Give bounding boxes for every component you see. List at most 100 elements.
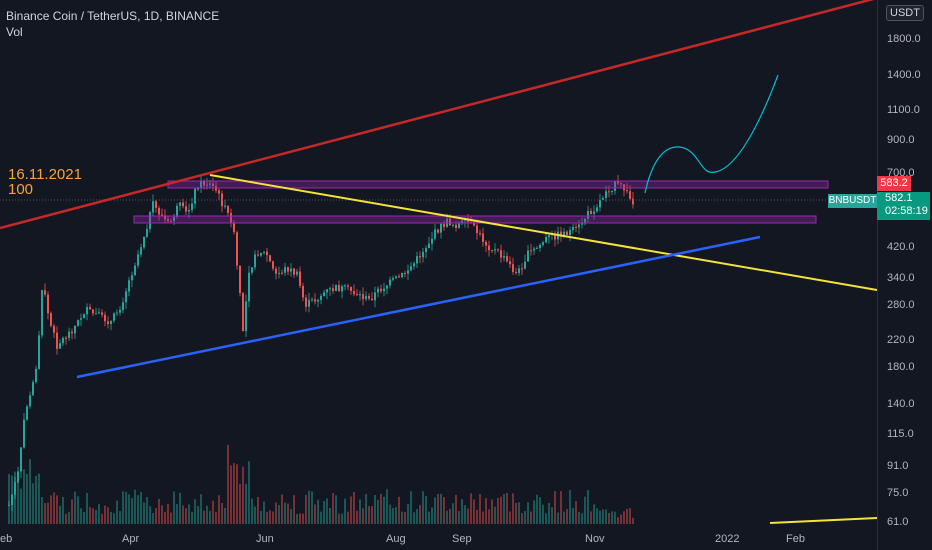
- volume-bar: [323, 501, 325, 524]
- candle-body: [56, 332, 58, 349]
- candle-body: [182, 202, 184, 207]
- time-tick: Feb: [786, 533, 805, 545]
- support-zone-lower[interactable]: [133, 215, 817, 224]
- volume-bar: [464, 505, 466, 524]
- candle-body: [257, 254, 259, 256]
- price-axis[interactable]: [877, 0, 932, 550]
- projection-curve[interactable]: [644, 74, 779, 194]
- candle-body: [206, 184, 208, 186]
- volume-bar: [422, 491, 424, 524]
- candle-body: [476, 225, 478, 234]
- volume-bar: [371, 506, 373, 524]
- volume-bar: [410, 491, 412, 524]
- volume-bar: [200, 494, 202, 524]
- volume-bar: [461, 499, 463, 524]
- volume-bar: [107, 507, 109, 524]
- candle-body: [266, 251, 268, 256]
- descending-trendline[interactable]: [209, 174, 878, 291]
- candle-body: [455, 224, 457, 228]
- volume-bar: [95, 509, 97, 524]
- candle-body: [329, 288, 331, 290]
- time-tick: Apr: [122, 533, 140, 545]
- volume-bar: [497, 498, 499, 524]
- volume-bar: [311, 491, 313, 524]
- candle-body: [59, 343, 61, 349]
- volume-bar: [257, 497, 259, 524]
- volume-bar: [290, 509, 292, 524]
- volume-bar: [206, 505, 208, 524]
- volume-bar: [413, 512, 415, 524]
- candle-body: [35, 368, 37, 383]
- candle-body: [125, 291, 127, 303]
- volume-bar: [26, 473, 28, 524]
- volume-bar: [545, 513, 547, 524]
- volume-bar: [509, 511, 511, 524]
- candle-body: [473, 223, 475, 226]
- candle-body: [431, 238, 433, 244]
- volume-bar: [524, 510, 526, 524]
- ascending-support-line[interactable]: [76, 235, 761, 379]
- volume-bar: [269, 510, 271, 524]
- candle-body: [200, 181, 202, 189]
- volume-bar: [536, 494, 538, 524]
- annotation-date[interactable]: 16.11.2021: [8, 166, 82, 183]
- candle-body: [350, 286, 352, 291]
- volume-bar: [398, 496, 400, 524]
- candle-body: [239, 265, 241, 293]
- price-tick: 91.0: [887, 460, 909, 472]
- candle-body: [134, 265, 136, 276]
- candle-body: [230, 212, 232, 224]
- long-term-support-line[interactable]: [769, 517, 878, 524]
- volume-bar: [134, 489, 136, 524]
- candle-body: [344, 285, 346, 287]
- symbol-label: BNBUSDT: [828, 194, 877, 208]
- currency-selector[interactable]: USDT: [886, 5, 924, 21]
- candle-body: [347, 285, 349, 287]
- candle-body: [44, 290, 46, 295]
- candle-body: [569, 230, 571, 235]
- candle-body: [272, 261, 274, 269]
- volume-bar: [227, 444, 229, 524]
- candle-body: [251, 267, 253, 273]
- candle-body: [14, 482, 16, 495]
- candle-body: [521, 268, 523, 270]
- candle-body: [41, 290, 43, 336]
- volume-bar: [245, 483, 247, 524]
- volume-bar: [374, 495, 376, 524]
- volume-bar: [86, 492, 88, 524]
- candle-body: [575, 226, 577, 228]
- price-tick: 75.0: [887, 487, 909, 499]
- candle-body: [29, 395, 31, 407]
- candle-body: [170, 221, 172, 223]
- volume-bar: [119, 511, 121, 524]
- price-tick: 1400.0: [887, 69, 921, 81]
- candle-body: [461, 220, 463, 224]
- candle-body: [602, 198, 604, 200]
- candle-body: [284, 267, 286, 273]
- volume-indicator-label[interactable]: Vol: [6, 25, 23, 39]
- candle-body: [17, 471, 19, 483]
- candle-body: [11, 494, 13, 505]
- volume-bar: [230, 465, 232, 524]
- volume-bar: [113, 513, 115, 524]
- volume-bar: [338, 513, 340, 524]
- candle-body: [278, 272, 280, 274]
- volume-bar: [491, 499, 493, 524]
- candle-body: [617, 181, 619, 184]
- volume-bar: [23, 469, 25, 524]
- ascending-resistance-line[interactable]: [0, 0, 877, 230]
- volume-bar: [443, 497, 445, 524]
- candle-body: [86, 307, 88, 315]
- candle-body: [50, 313, 52, 326]
- volume-bar: [452, 503, 454, 524]
- volume-bar: [518, 502, 520, 524]
- volume-bar: [278, 505, 280, 524]
- candle-body: [536, 247, 538, 249]
- candle-body: [434, 229, 436, 239]
- annotation-value[interactable]: 100: [8, 181, 34, 198]
- candle-body: [71, 331, 73, 334]
- volume-bar: [194, 499, 196, 524]
- volume-bar: [122, 491, 124, 524]
- volume-bar: [380, 493, 382, 524]
